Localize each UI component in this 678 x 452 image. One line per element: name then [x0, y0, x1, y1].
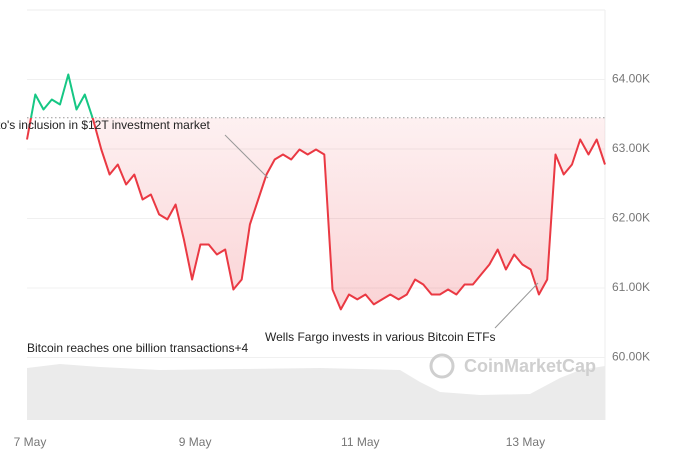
annotation: Wells Fargo invests in various Bitcoin E…: [265, 330, 496, 344]
area-below: [27, 117, 605, 310]
x-tick-label: 9 May: [179, 435, 212, 449]
marks: [26, 73, 606, 311]
y-tick-label: 60.00K: [612, 350, 650, 364]
x-tick-label: 7 May: [14, 435, 47, 449]
y-tick-label: 63.00K: [612, 141, 650, 155]
y-tick-label: 62.00K: [612, 211, 650, 225]
watermark: CoinMarketCap: [429, 353, 596, 379]
x-tick-label: 11 May: [341, 435, 379, 449]
watermark-text: CoinMarketCap: [464, 356, 596, 376]
annotation-pointer: [494, 282, 539, 329]
watermark-logo: [429, 353, 455, 379]
y-tick-label: 64.00K: [612, 72, 650, 86]
volume-area: [27, 364, 605, 420]
annotation: to's inclusion in $12T investment market: [0, 118, 211, 132]
annotation: Bitcoin reaches one billion transactions…: [27, 341, 248, 355]
price-line-below: [26, 117, 606, 311]
y-tick-label: 61.00K: [612, 280, 650, 294]
x-tick-label: 13 May: [506, 435, 545, 449]
annotation-pointer: [224, 134, 269, 179]
